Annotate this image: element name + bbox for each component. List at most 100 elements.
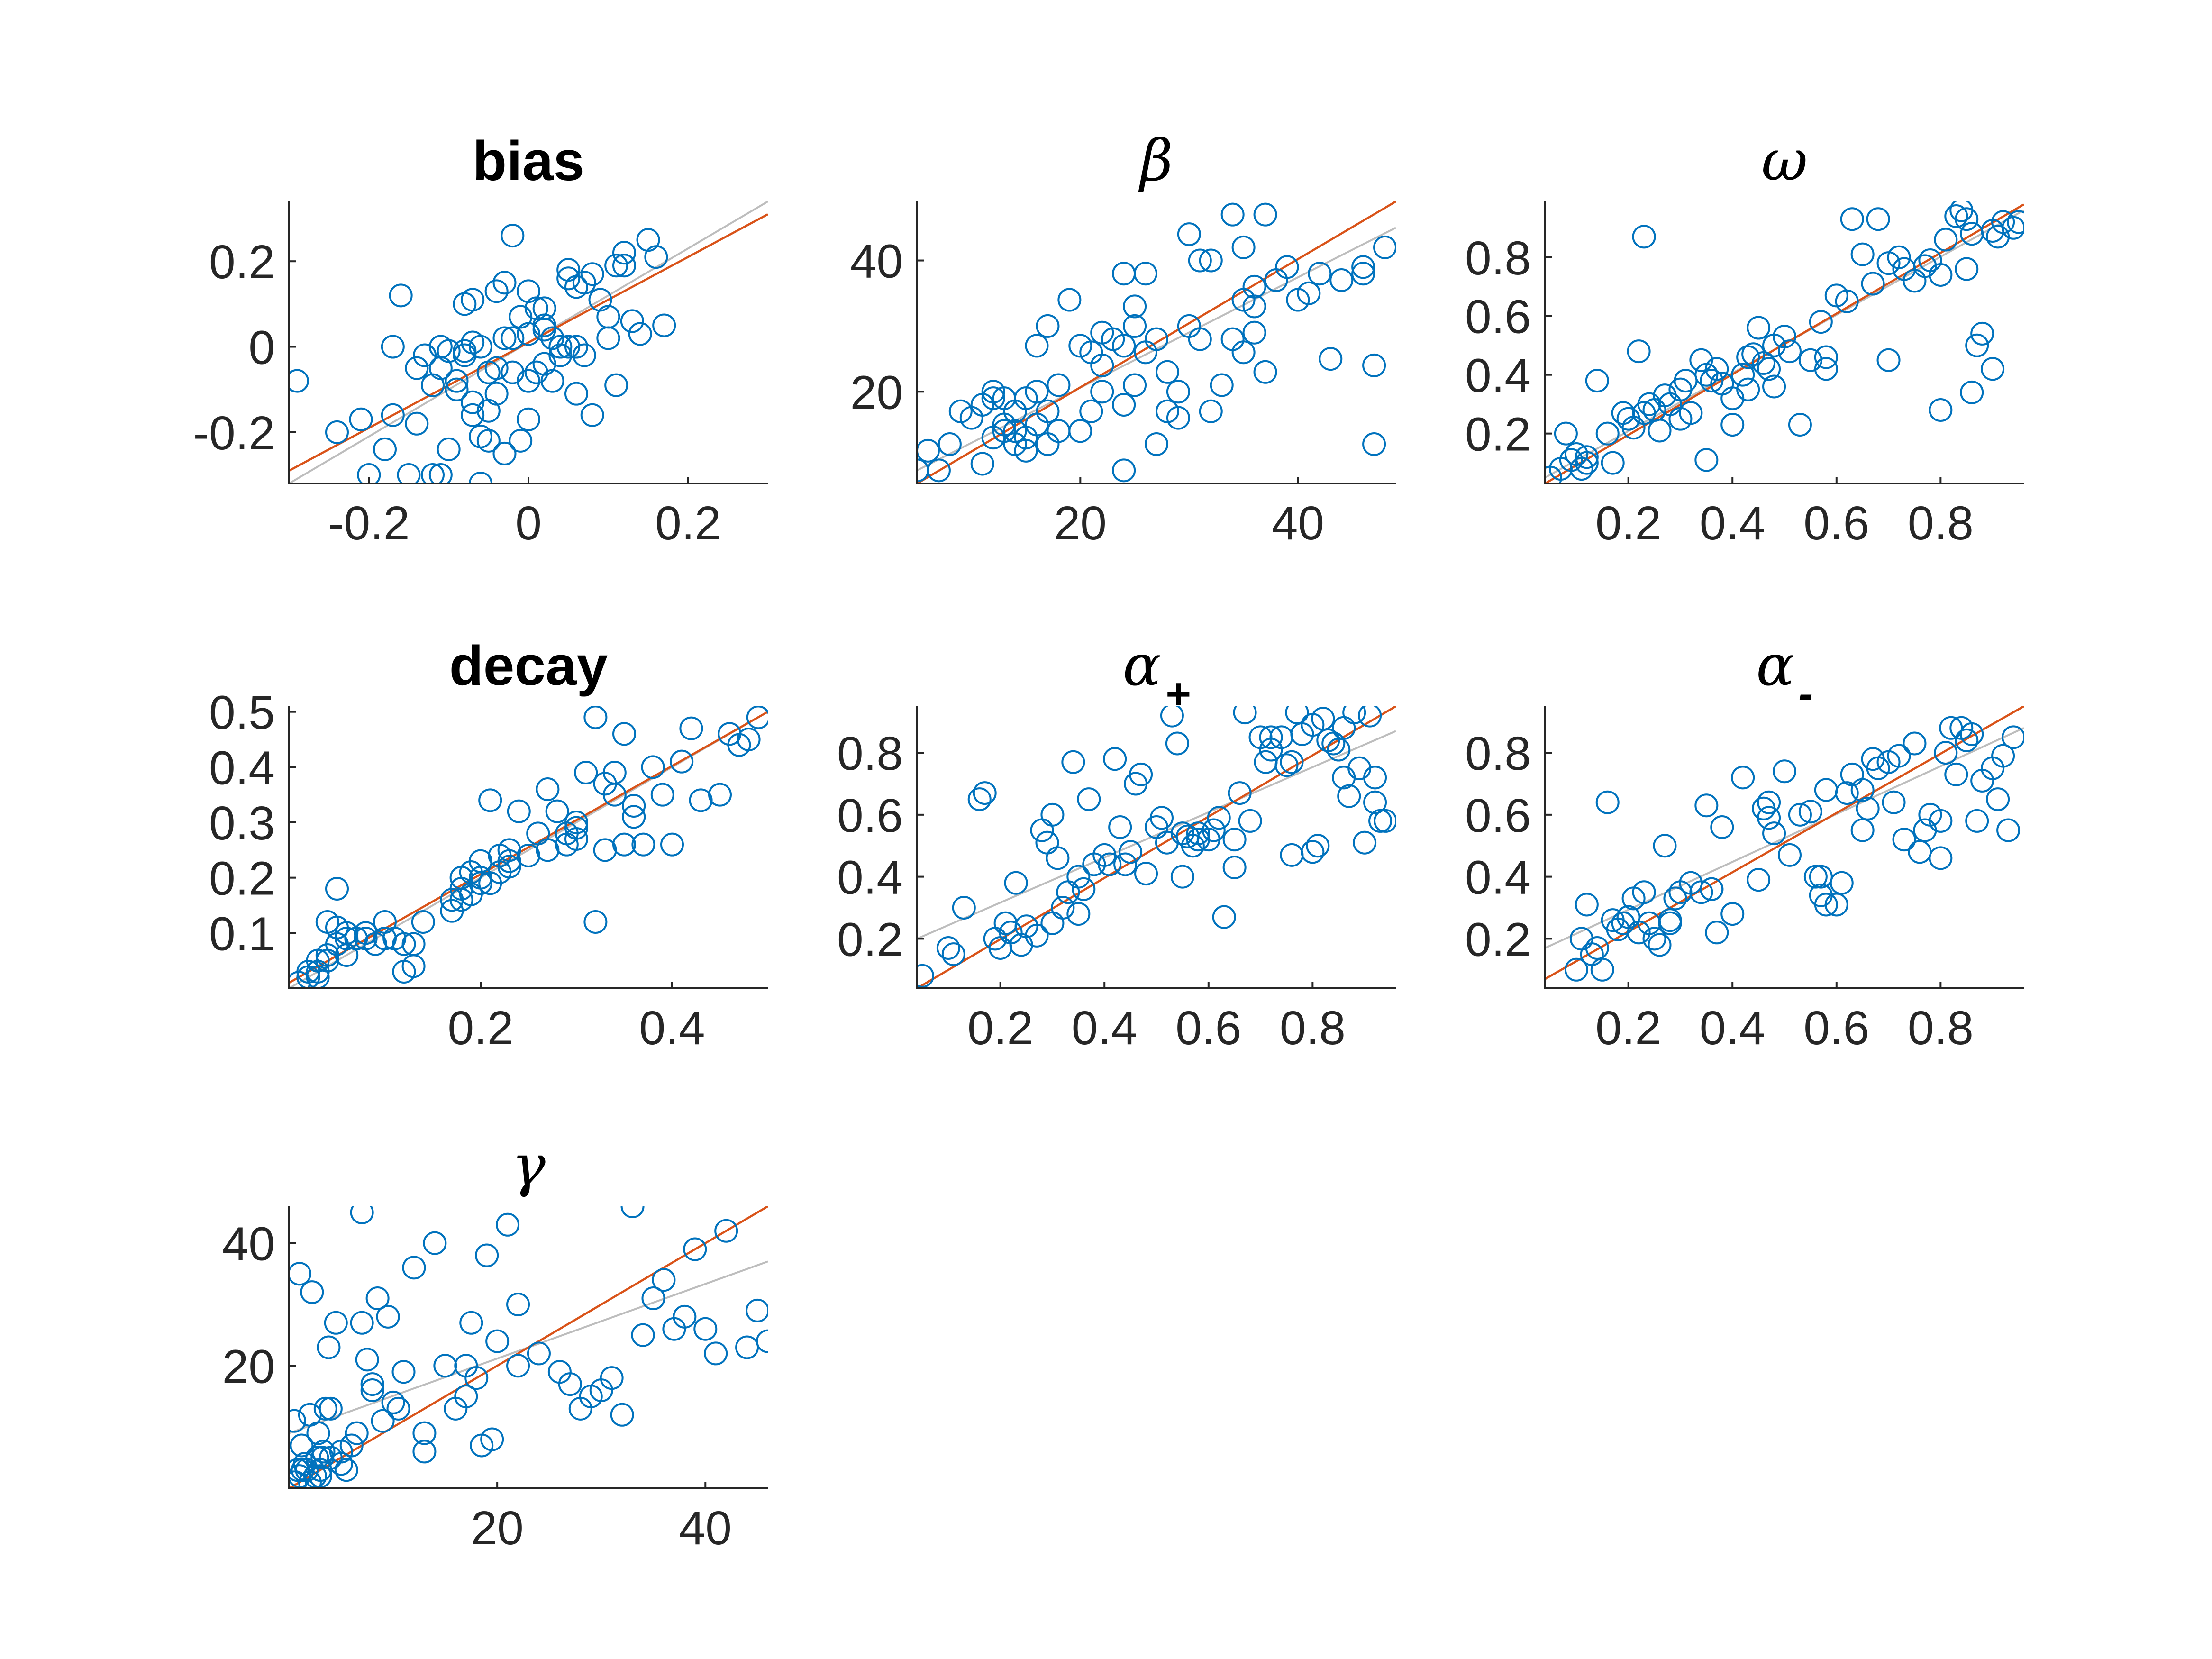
data-point — [517, 322, 540, 346]
data-point — [2007, 210, 2024, 234]
data-point — [1757, 806, 1781, 830]
panel-title: bias — [473, 130, 584, 192]
data-point — [289, 1470, 308, 1488]
data-point — [334, 1458, 358, 1482]
axes — [288, 201, 768, 484]
data-point — [1955, 257, 1979, 281]
data-point — [1061, 750, 1085, 774]
data-point — [936, 936, 960, 960]
data-point — [1632, 225, 1656, 249]
data-point — [583, 706, 608, 729]
plot-area — [289, 1206, 768, 1488]
x-tick-label: 40 — [679, 1502, 732, 1555]
x-tick-label: 0.2 — [447, 1002, 513, 1055]
data-point — [290, 1433, 314, 1458]
x-tick-label: 0.4 — [1700, 1002, 1766, 1055]
data-point — [1373, 235, 1396, 259]
data-point — [1850, 818, 1875, 842]
data-point — [1996, 818, 2021, 842]
data-point — [631, 832, 655, 857]
data-point — [524, 360, 548, 384]
data-point — [1944, 762, 1968, 786]
data-point — [1212, 905, 1236, 929]
data-point — [1177, 222, 1201, 246]
data-point — [1285, 706, 1309, 725]
x-tick-label: 0.8 — [1280, 1002, 1346, 1055]
data-point — [1929, 846, 1953, 870]
data-point — [349, 407, 373, 431]
panel-title: β — [1138, 128, 1173, 194]
data-point — [1850, 242, 1875, 266]
data-point — [492, 441, 517, 465]
data-point — [497, 855, 521, 879]
data-point — [1955, 728, 1979, 752]
data-point — [952, 896, 976, 920]
data-point — [673, 1304, 697, 1329]
data-point — [564, 382, 588, 406]
data-point — [412, 1440, 437, 1464]
data-point — [1036, 432, 1060, 456]
data-point — [1648, 933, 1672, 957]
data-point — [1306, 834, 1330, 858]
data-point — [1274, 753, 1299, 777]
data-point — [376, 1304, 400, 1329]
data-point — [469, 472, 492, 483]
data-point — [1705, 921, 1729, 945]
data-point — [1051, 896, 1075, 920]
data-point — [1160, 706, 1184, 728]
data-point — [1788, 802, 1812, 827]
data-point — [386, 1396, 410, 1421]
data-point — [1165, 731, 1189, 756]
data-point — [612, 832, 636, 857]
data-point — [485, 1329, 510, 1353]
axes — [288, 706, 768, 989]
data-point — [1188, 248, 1212, 273]
x-tick-label: 0.2 — [655, 497, 721, 550]
data-point — [1575, 445, 1599, 469]
data-point — [1199, 399, 1223, 423]
data-point — [1694, 793, 1719, 818]
data-point — [1965, 333, 1989, 357]
data-point — [1119, 840, 1143, 864]
data-point — [917, 438, 940, 463]
data-point — [1363, 790, 1387, 814]
data-point — [1123, 373, 1147, 397]
data-point — [469, 424, 492, 448]
data-point — [315, 948, 339, 973]
data-point — [476, 399, 501, 423]
data-point — [1332, 716, 1356, 740]
y-tick-label: 0.2 — [209, 236, 275, 289]
data-point — [1030, 818, 1054, 842]
data-point — [670, 749, 694, 774]
data-point — [1362, 432, 1386, 456]
data-point — [600, 1366, 624, 1390]
data-point — [1155, 360, 1179, 384]
data-point — [1627, 339, 1651, 364]
data-point — [564, 816, 588, 840]
data-point — [1177, 314, 1201, 338]
data-point — [1040, 802, 1065, 827]
data-point — [1981, 357, 2005, 381]
data-point — [1747, 316, 1771, 340]
data-point — [708, 783, 732, 807]
data-point — [1575, 893, 1599, 917]
plot-area — [289, 201, 768, 483]
data-point — [628, 322, 652, 346]
data-point — [604, 373, 628, 397]
data-point — [381, 335, 405, 359]
y-tick-label: 0.2 — [1465, 913, 1531, 966]
data-point — [1668, 407, 1693, 431]
data-point — [1047, 419, 1071, 443]
data-point — [1066, 865, 1091, 889]
data-point — [1798, 348, 1822, 372]
y-tick-label: 0.8 — [1465, 232, 1531, 285]
data-point — [1595, 790, 1620, 814]
data-point — [574, 761, 598, 784]
data-point — [1337, 784, 1361, 808]
data-point — [1329, 268, 1354, 292]
data-point — [604, 254, 628, 278]
y-tick-label: 0.2 — [837, 913, 903, 966]
data-point — [1129, 762, 1153, 786]
data-point — [1913, 818, 1937, 842]
scatter-panel-5: 0.2 0.4 0.6 0.8 0.2 0.4 0.6 0.8 α+ — [837, 633, 1396, 1055]
